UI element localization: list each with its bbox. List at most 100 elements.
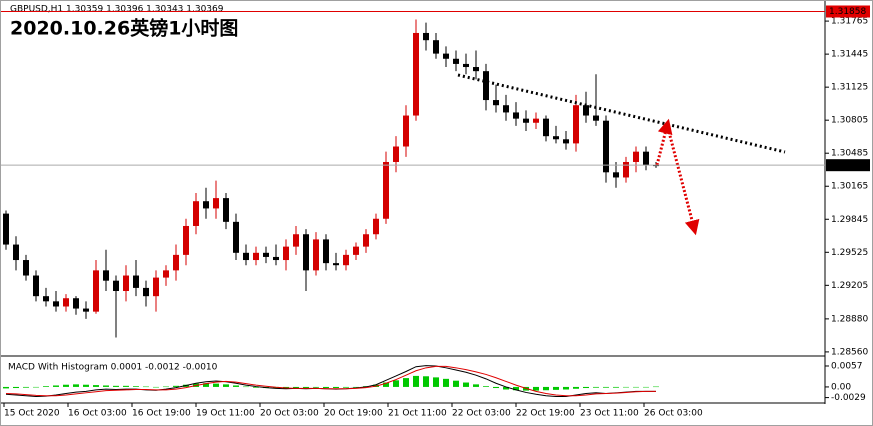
candle-body [403, 115, 409, 147]
candle-body [253, 252, 259, 261]
candle-body [303, 234, 309, 271]
candle-body [503, 105, 509, 113]
candle-body [203, 201, 209, 209]
macd-histogram-bar [443, 378, 449, 387]
macd-histogram-bar [233, 385, 239, 387]
candle-body [153, 277, 159, 297]
candle-body [363, 234, 369, 247]
macd-histogram-bar [413, 375, 419, 387]
candle-body [83, 308, 89, 312]
macd-histogram-bar [253, 386, 259, 388]
macd-y-tick-label: -0.0029 [831, 393, 866, 403]
macd-histogram-bar [63, 384, 69, 387]
candle-body [63, 298, 69, 307]
level-tag [826, 5, 870, 18]
macd-histogram-bar [543, 386, 549, 391]
candle-body [283, 246, 289, 261]
arrow-up [655, 118, 673, 166]
macd-histogram-bar [653, 386, 659, 388]
candle-body [563, 139, 569, 144]
macd-histogram-bar [73, 384, 79, 387]
x-tick-label: 16 Oct 03:00 [68, 409, 127, 419]
macd-histogram-bar [643, 386, 649, 388]
macd-histogram-bar [553, 386, 559, 390]
candle-body [573, 105, 579, 144]
plot [3, 19, 659, 397]
candle-body [393, 146, 399, 162]
candle-body [113, 280, 119, 292]
candle-body [273, 256, 279, 261]
level-label: 1.30369 [829, 161, 866, 171]
macd-histogram-bar [353, 386, 359, 388]
candle-body [543, 118, 549, 137]
candle-body [483, 71, 489, 101]
macd-signal-line [5, 365, 656, 397]
macd-histogram-bar [203, 383, 209, 387]
macd-histogram-bar [393, 380, 399, 387]
candle-body [633, 151, 639, 162]
candle-body [33, 275, 39, 297]
y-tick-label: 1.29205 [831, 281, 868, 291]
candle-body [213, 198, 219, 209]
candle-body [53, 301, 59, 307]
candle-body [423, 32, 429, 41]
candle-body [293, 234, 299, 247]
macd-histogram-bar [573, 386, 579, 389]
y-tick-label: 1.28560 [831, 347, 868, 357]
macd-histogram-bar [213, 383, 219, 387]
candle-body [623, 161, 629, 178]
candle-body [523, 118, 529, 123]
x-tick-label: 26 Oct 03:00 [644, 409, 703, 419]
macd-histogram-bar [433, 377, 439, 387]
y-tick-label: 1.31125 [831, 83, 868, 93]
macd-histogram-bar [133, 386, 139, 387]
y-tick-label: 1.29845 [831, 215, 868, 225]
candle-body [453, 58, 459, 64]
x-tick-label: 22 Oct 19:00 [516, 409, 575, 419]
candle-body [533, 118, 539, 123]
macd-histogram-bar [593, 386, 599, 388]
candle-body [103, 270, 109, 281]
candle-body [323, 239, 329, 264]
macd-histogram-bar [23, 386, 29, 388]
macd-histogram-bar [13, 386, 19, 389]
macd-histogram-bar [563, 386, 569, 390]
macd-histogram-bar [163, 386, 169, 388]
candle-body [513, 112, 519, 119]
candle-body [183, 225, 189, 255]
macd-histogram-bar [503, 386, 509, 390]
candle-body [93, 270, 99, 312]
candle-body [173, 254, 179, 271]
x-tick-label: 15 Oct 2020 [4, 409, 60, 419]
macd-histogram-bar [583, 386, 589, 389]
macd-histogram-bar [93, 385, 99, 387]
macd-histogram-bar [343, 386, 349, 388]
macd-label: MACD With Histogram 0.0001 -0.0012 -0.00… [8, 363, 218, 373]
y-tick-label: 1.31765 [831, 17, 868, 27]
level-label: 1.31858 [829, 7, 866, 17]
candle-body [593, 115, 599, 121]
macd-histogram-bar [623, 386, 629, 388]
candle-body [163, 270, 169, 278]
y-tick-label: 1.31445 [831, 50, 868, 60]
macd-histogram-bar [533, 386, 539, 391]
candle-body [263, 252, 269, 257]
candle-body [493, 100, 499, 106]
candle-body [603, 120, 609, 173]
candle-body [143, 287, 149, 297]
x-tick-label: 21 Oct 11:00 [388, 409, 447, 419]
macd-histogram-bar [633, 386, 639, 388]
macd-histogram-bar [423, 376, 429, 387]
candle-body [223, 198, 229, 222]
candle-body [233, 221, 239, 253]
macd-histogram-bar [113, 385, 119, 387]
macd-histogram-bar [463, 382, 469, 387]
header: GBPUSD,H1 1.30359 1.30396 1.30343 1.3036… [10, 5, 224, 15]
macd-histogram-bar [313, 386, 319, 388]
macd-histogram-bar [303, 386, 309, 389]
candle-body [553, 136, 559, 140]
candle-body [383, 161, 389, 219]
